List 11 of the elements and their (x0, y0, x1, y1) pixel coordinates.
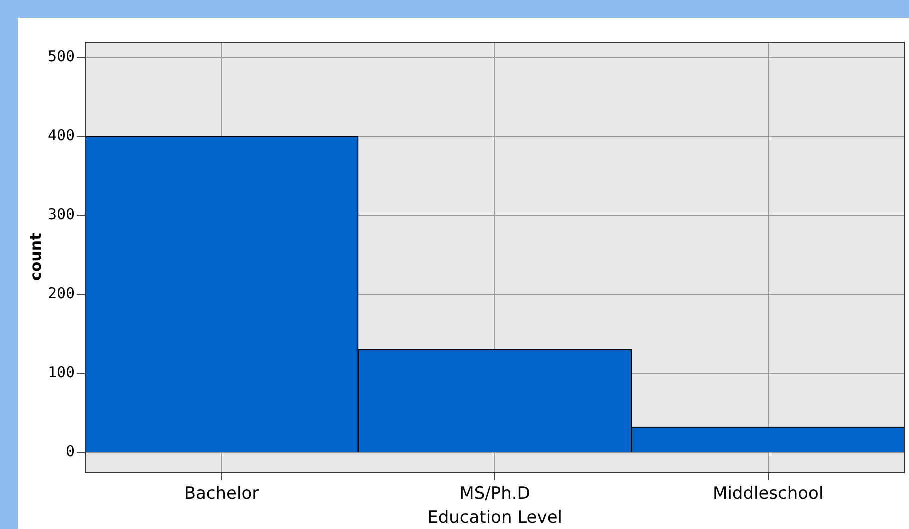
y-tick-label: 200 (48, 284, 76, 302)
x-tick-label: Middleschool (713, 484, 824, 504)
x-tick-label: MS/Ph.D (460, 484, 530, 504)
y-tick-label: 300 (48, 206, 76, 224)
x-tick-label: Bachelor (184, 484, 260, 504)
y-tick-label: 0 (66, 442, 76, 460)
y-tick-label: 400 (48, 126, 76, 145)
y-axis-title: count (26, 233, 45, 281)
y-tick-label: 500 (48, 48, 76, 66)
y-tick-label: 100 (48, 363, 76, 382)
x-axis-title: Education Level (428, 508, 563, 528)
